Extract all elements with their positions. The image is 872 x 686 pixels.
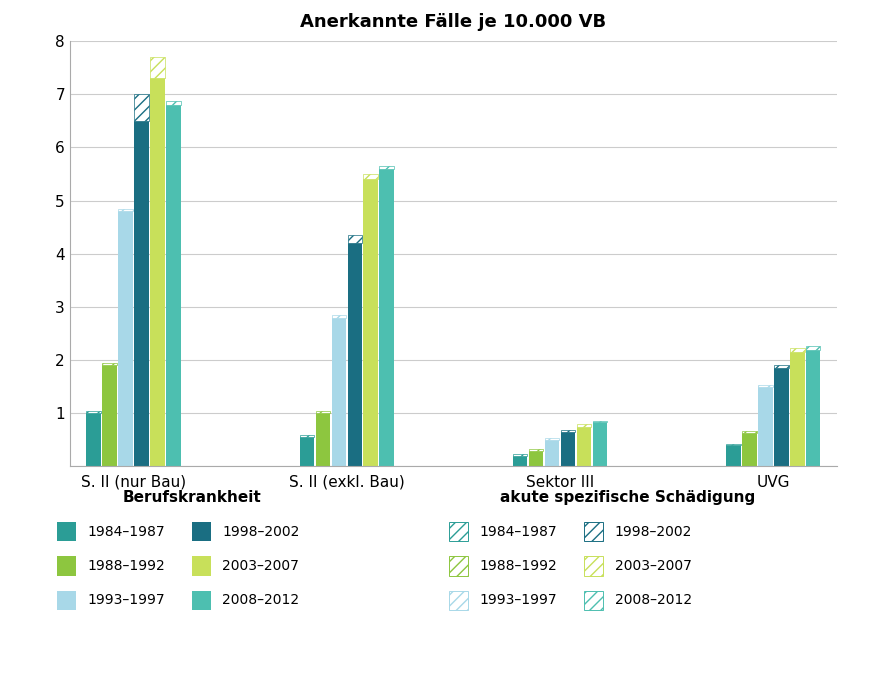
Bar xyxy=(134,121,149,466)
Bar xyxy=(545,438,559,440)
Bar xyxy=(593,423,607,466)
Bar xyxy=(167,101,181,105)
Bar xyxy=(528,449,543,451)
Text: 1988–1992: 1988–1992 xyxy=(480,559,557,573)
Bar xyxy=(102,366,117,466)
Bar xyxy=(119,211,133,466)
Bar xyxy=(86,413,101,466)
Text: 1988–1992: 1988–1992 xyxy=(87,559,165,573)
Bar xyxy=(790,348,805,352)
Bar xyxy=(379,166,394,169)
Bar xyxy=(561,432,576,466)
Bar xyxy=(758,387,773,466)
Bar xyxy=(102,363,117,366)
Text: 1998–2002: 1998–2002 xyxy=(222,525,300,539)
Text: 1984–1987: 1984–1987 xyxy=(480,525,557,539)
Text: 1984–1987: 1984–1987 xyxy=(87,525,165,539)
Bar xyxy=(593,421,607,423)
Bar xyxy=(742,431,757,433)
Bar xyxy=(561,430,576,432)
Bar xyxy=(576,427,591,466)
Bar xyxy=(316,413,330,466)
Bar xyxy=(348,235,362,244)
Bar xyxy=(150,57,165,78)
Bar xyxy=(167,105,181,466)
Bar xyxy=(545,440,559,466)
Bar xyxy=(726,444,740,445)
Text: akute spezifische Schädigung: akute spezifische Schädigung xyxy=(501,490,755,505)
Bar xyxy=(379,169,394,466)
Bar xyxy=(134,95,149,121)
Bar xyxy=(331,318,346,466)
Bar xyxy=(742,433,757,466)
Text: 1993–1997: 1993–1997 xyxy=(480,593,557,607)
Bar xyxy=(150,78,165,466)
Bar xyxy=(331,315,346,318)
Bar xyxy=(513,456,528,466)
Bar xyxy=(513,454,528,456)
Text: 2008–2012: 2008–2012 xyxy=(222,593,299,607)
Text: 2003–2007: 2003–2007 xyxy=(615,559,691,573)
Bar xyxy=(758,385,773,387)
Bar xyxy=(300,435,314,437)
Bar xyxy=(528,451,543,466)
Bar xyxy=(726,445,740,466)
Bar xyxy=(773,366,788,368)
Bar xyxy=(364,180,378,466)
Bar xyxy=(300,437,314,466)
Text: 1998–2002: 1998–2002 xyxy=(615,525,692,539)
Bar xyxy=(576,425,591,427)
Bar xyxy=(773,368,788,466)
Title: Anerkannte Fälle je 10.000 VB: Anerkannte Fälle je 10.000 VB xyxy=(300,13,607,32)
Bar xyxy=(364,174,378,180)
Text: 1993–1997: 1993–1997 xyxy=(87,593,165,607)
Bar xyxy=(806,350,821,466)
Bar xyxy=(790,352,805,466)
Bar xyxy=(316,411,330,413)
Bar xyxy=(86,411,101,413)
Bar xyxy=(119,209,133,211)
Bar xyxy=(806,346,821,350)
Text: Berufskrankheit: Berufskrankheit xyxy=(122,490,262,505)
Text: 2008–2012: 2008–2012 xyxy=(615,593,691,607)
Text: 2003–2007: 2003–2007 xyxy=(222,559,299,573)
Bar xyxy=(348,244,362,466)
